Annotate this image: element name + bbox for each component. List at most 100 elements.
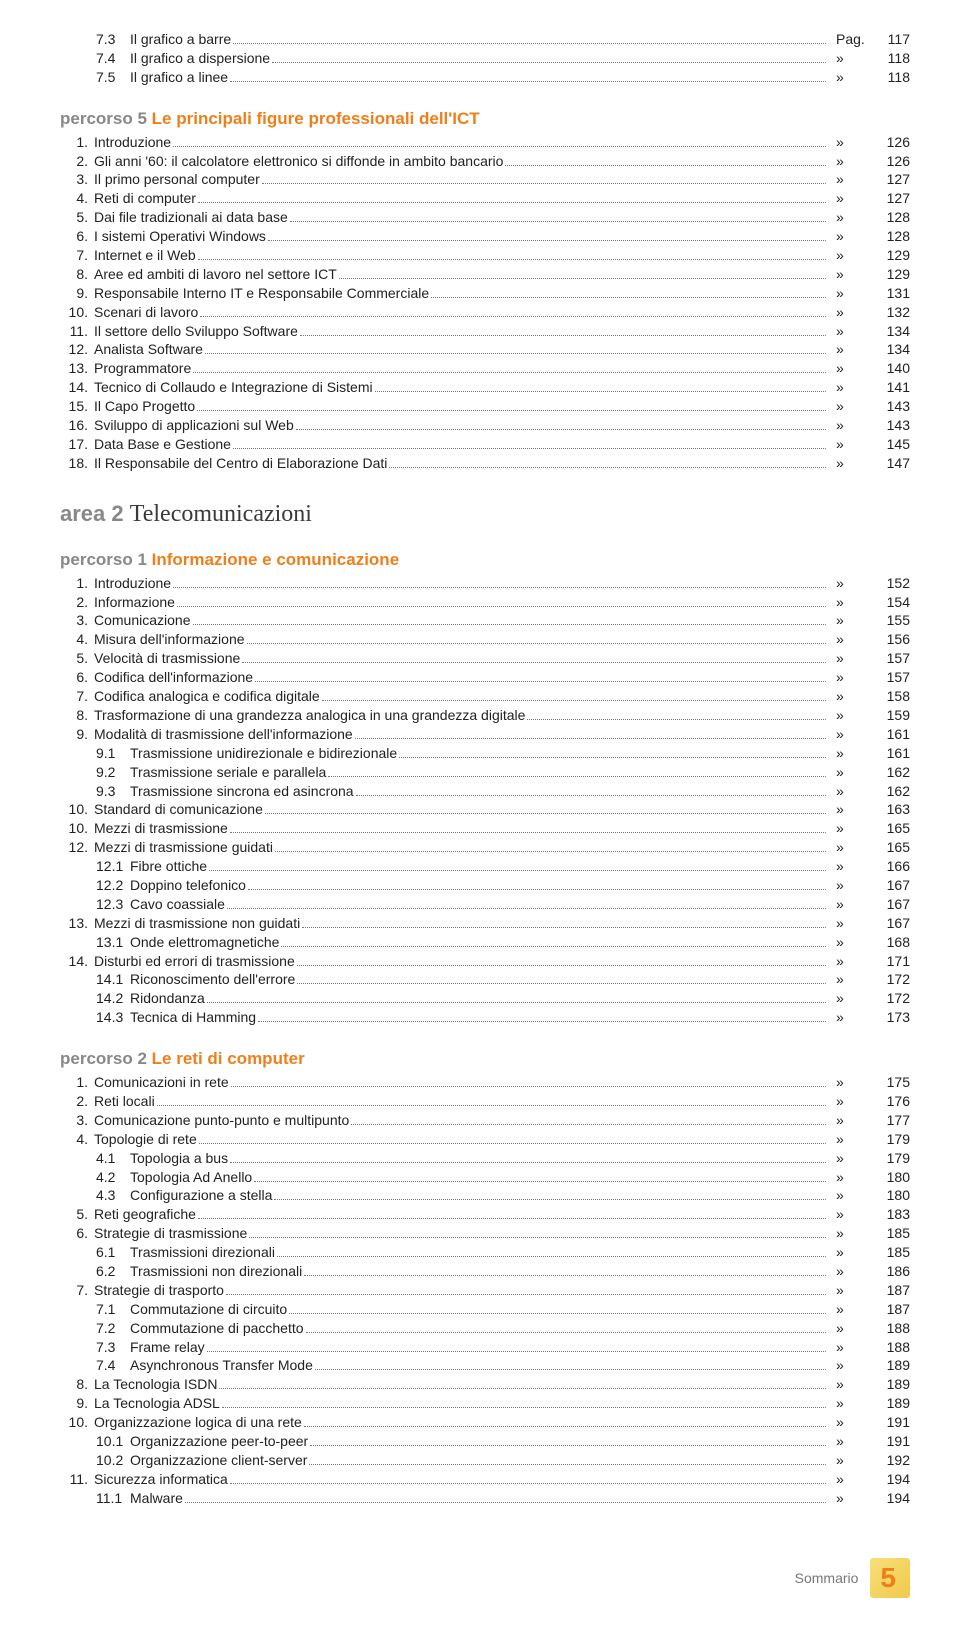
toc-number: 3. — [60, 611, 94, 630]
toc-content: 7.3Il grafico a barrePag.117 7.4 Il grafic… — [60, 30, 910, 1508]
toc-page-number: 167 — [870, 914, 910, 933]
toc-page-mark: » — [830, 1205, 870, 1224]
toc-title: Trasmissione sincrona ed asincrona — [130, 782, 354, 801]
toc-row: 9.1Trasmissione unidirezionale e bidirez… — [60, 744, 910, 763]
toc-page-number: 127 — [870, 189, 910, 208]
toc-page-mark: » — [830, 725, 870, 744]
toc-title: Scenari di lavoro — [94, 303, 198, 322]
toc-page-mark: » — [830, 227, 870, 246]
toc-page-mark: » — [830, 1489, 870, 1508]
toc-page-number: 131 — [870, 284, 910, 303]
dot-leader — [197, 410, 826, 411]
toc-page-mark: » — [830, 876, 870, 895]
toc-number: 4.3 — [60, 1186, 130, 1205]
toc-page-number: 155 — [870, 611, 910, 630]
toc-row: 14.Disturbi ed errori di trasmissione»17… — [60, 952, 910, 971]
toc-page-mark: » — [830, 668, 870, 687]
toc-page-mark: » — [830, 782, 870, 801]
toc-number: 14.1 — [60, 970, 130, 989]
toc-title: Mezzi di trasmissione guidati — [94, 838, 273, 857]
toc-row: 7.4Asynchronous Transfer Mode »189 — [60, 1356, 910, 1375]
toc-page-mark: » — [830, 189, 870, 208]
toc-title: Analista Software — [94, 340, 203, 359]
toc-page-mark: » — [830, 1338, 870, 1357]
toc-title: Reti di computer — [94, 189, 196, 208]
toc-page-number: 129 — [870, 265, 910, 284]
toc-row: 11.Il settore dello Sviluppo Software»13… — [60, 322, 910, 341]
toc-number: 10. — [60, 1413, 94, 1432]
dot-leader — [297, 983, 826, 984]
toc-number: 7.4 — [60, 1356, 130, 1375]
toc-number: 7. — [60, 1281, 94, 1300]
toc-title: Trasmissioni non direzionali — [130, 1262, 302, 1281]
toc-row: 12.Mezzi di trasmissione guidati»165 — [60, 838, 910, 857]
toc-number: 10.1 — [60, 1432, 130, 1451]
toc-page-number: 168 — [870, 933, 910, 952]
toc-number: 15. — [60, 397, 94, 416]
toc-page-mark: » — [830, 1451, 870, 1470]
dot-leader — [351, 1124, 826, 1125]
toc-page-mark: » — [830, 49, 870, 68]
toc-number: 5. — [60, 208, 94, 227]
toc-title: Frame relay — [130, 1338, 205, 1357]
toc-row: 14.3Tecnica di Hamming»173 — [60, 1008, 910, 1027]
toc-row: 7.3Il grafico a barrePag.117 — [60, 30, 910, 49]
toc-row: 11.Sicurezza informatica»194 — [60, 1470, 910, 1489]
dot-leader — [226, 1294, 826, 1295]
toc-page-number: 127 — [870, 170, 910, 189]
dot-leader — [339, 278, 826, 279]
toc-row: 10.Mezzi di trasmissione»165 — [60, 819, 910, 838]
toc-page-mark: » — [830, 914, 870, 933]
toc-page-mark: » — [830, 1008, 870, 1027]
toc-title: Trasmissioni direzionali — [130, 1243, 275, 1262]
toc-title: Organizzazione logica di una rete — [94, 1413, 302, 1432]
toc-row: 10.Scenari di lavoro»132 — [60, 303, 910, 322]
toc-title: Standard di comunicazione — [94, 800, 263, 819]
toc-row: 11.1Malware»194 — [60, 1489, 910, 1508]
toc-row: 10.2Organizzazione client-server»192 — [60, 1451, 910, 1470]
toc-number: 9. — [60, 1394, 94, 1413]
dot-leader — [297, 965, 826, 966]
dot-leader — [233, 448, 826, 449]
toc-page-mark: » — [830, 1413, 870, 1432]
toc-title: Strategie di trasmissione — [94, 1224, 247, 1243]
toc-number: 5. — [60, 1205, 94, 1224]
toc-page-number: 189 — [870, 1356, 910, 1375]
toc-row: 3.Comunicazione»155 — [60, 611, 910, 630]
toc-row: 2.Reti locali»176 — [60, 1092, 910, 1111]
toc-title: Il grafico a dispersione — [130, 49, 270, 68]
toc-title: Il Capo Progetto — [94, 397, 195, 416]
dot-leader — [258, 1021, 826, 1022]
toc-page-mark: » — [830, 952, 870, 971]
dot-leader — [296, 429, 826, 430]
toc-title: Introduzione — [94, 133, 171, 152]
toc-row: 7.3Frame relay»188 — [60, 1338, 910, 1357]
toc-page-mark: » — [830, 397, 870, 416]
toc-page-number: 156 — [870, 630, 910, 649]
toc-number: 4. — [60, 630, 94, 649]
toc-page-number: 192 — [870, 1451, 910, 1470]
toc-page-number: 140 — [870, 359, 910, 378]
dot-leader — [222, 1407, 826, 1408]
toc-page-number: 161 — [870, 744, 910, 763]
toc-title: Il settore dello Sviluppo Software — [94, 322, 298, 341]
dot-leader — [290, 221, 826, 222]
toc-row: 6.Codifica dell'informazione»157 — [60, 668, 910, 687]
toc-page-mark: » — [830, 246, 870, 265]
toc-row: 2.Informazione»154 — [60, 593, 910, 612]
toc-page-number: 172 — [870, 989, 910, 1008]
dot-leader — [230, 832, 826, 833]
percorso-title: Le principali figure professionali dell'… — [152, 109, 480, 128]
toc-number: 9.3 — [60, 782, 130, 801]
toc-page-mark: » — [830, 1356, 870, 1375]
dot-leader — [230, 1162, 826, 1163]
toc-number: 4.1 — [60, 1149, 130, 1168]
toc-number: 10. — [60, 819, 94, 838]
toc-title: Tecnica di Hamming — [130, 1008, 256, 1027]
toc-title: Asynchronous Transfer Mode — [130, 1356, 313, 1375]
toc-page-number: 186 — [870, 1262, 910, 1281]
toc-number: 2. — [60, 593, 94, 612]
toc-row: 7.Internet e il Web»129 — [60, 246, 910, 265]
toc-title: Velocità di trasmissione — [94, 649, 240, 668]
toc-title: Cavo coassiale — [130, 895, 225, 914]
